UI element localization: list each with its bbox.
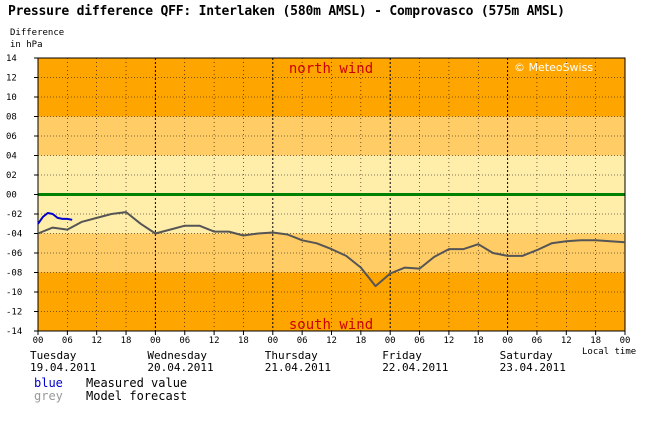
x-tick-label: 18 [121, 336, 132, 346]
y-axis-label-line2: in hPa [10, 40, 43, 50]
x-tick-label: 06 [62, 336, 73, 346]
x-tick-label: 06 [414, 336, 425, 346]
x-tick-label: 18 [238, 336, 249, 346]
x-tick-label: 12 [561, 336, 572, 346]
y-tick-label: -04 [6, 230, 22, 240]
y-tick-label: 10 [6, 93, 17, 103]
y-tick-label: -06 [6, 249, 22, 259]
y-tick-label: 14 [6, 54, 17, 64]
day-name-label: Wednesday [147, 349, 207, 362]
y-tick-label: 08 [6, 113, 17, 123]
x-tick-label: 00 [502, 336, 513, 346]
x-tick-label: 00 [150, 336, 161, 346]
y-axis-label-line1: Difference [10, 28, 65, 38]
x-tick-label: 12 [209, 336, 220, 346]
local-time-label: Local time [582, 347, 636, 357]
y-tick-label: -14 [6, 327, 22, 337]
measured-line [37, 212, 73, 225]
y-tick-label: -10 [6, 288, 22, 298]
day-name-label: Thursday [265, 349, 318, 362]
x-tick-label: 00 [620, 336, 631, 346]
y-tick-label: 02 [6, 171, 17, 181]
forecast-line [37, 211, 626, 288]
x-tick-label: 06 [532, 336, 543, 346]
y-tick-label: -12 [6, 308, 22, 318]
x-tick-label: 00 [385, 336, 396, 346]
watermark-text: © MeteoSwiss [514, 61, 593, 74]
x-tick-label: 06 [297, 336, 308, 346]
legend-measured-text: Measured value [86, 376, 188, 390]
day-date-label: 21.04.2011 [265, 361, 331, 374]
y-tick-label: -02 [6, 210, 22, 220]
day-name-label: Saturday [500, 349, 553, 362]
y-tick-label: 06 [6, 132, 17, 142]
legend-forecast-key: grey [34, 389, 63, 403]
x-tick-label: 00 [33, 336, 44, 346]
legend-measured: blue Measured value [34, 376, 187, 390]
day-date-label: 22.04.2011 [382, 361, 448, 374]
x-tick-label: 12 [326, 336, 337, 346]
x-tick-label: 12 [91, 336, 102, 346]
day-date-label: 19.04.2011 [30, 361, 96, 374]
x-tick-label: 12 [443, 336, 454, 346]
legend-forecast-text: Model forecast [86, 389, 188, 403]
day-date-label: 23.04.2011 [500, 361, 566, 374]
legend-measured-key: blue [34, 376, 63, 390]
day-name-label: Tuesday [30, 349, 77, 362]
x-tick-label: 00 [267, 336, 278, 346]
day-name-label: Friday [382, 349, 422, 362]
y-tick-label: -08 [6, 269, 22, 279]
day-date-label: 20.04.2011 [147, 361, 213, 374]
x-tick-label: 18 [590, 336, 601, 346]
y-tick-label: 04 [6, 152, 17, 162]
y-tick-label: 12 [6, 74, 17, 84]
north-wind-label: north wind [289, 61, 373, 77]
x-tick-label: 18 [355, 336, 366, 346]
x-tick-label: 06 [179, 336, 190, 346]
x-tick-label: 18 [473, 336, 484, 346]
chart-title: Pressure difference QFF: Interlaken (580… [8, 4, 565, 19]
south-wind-label: south wind [289, 317, 373, 333]
y-tick-label: 00 [6, 191, 17, 201]
legend-forecast: grey Model forecast [34, 389, 187, 403]
